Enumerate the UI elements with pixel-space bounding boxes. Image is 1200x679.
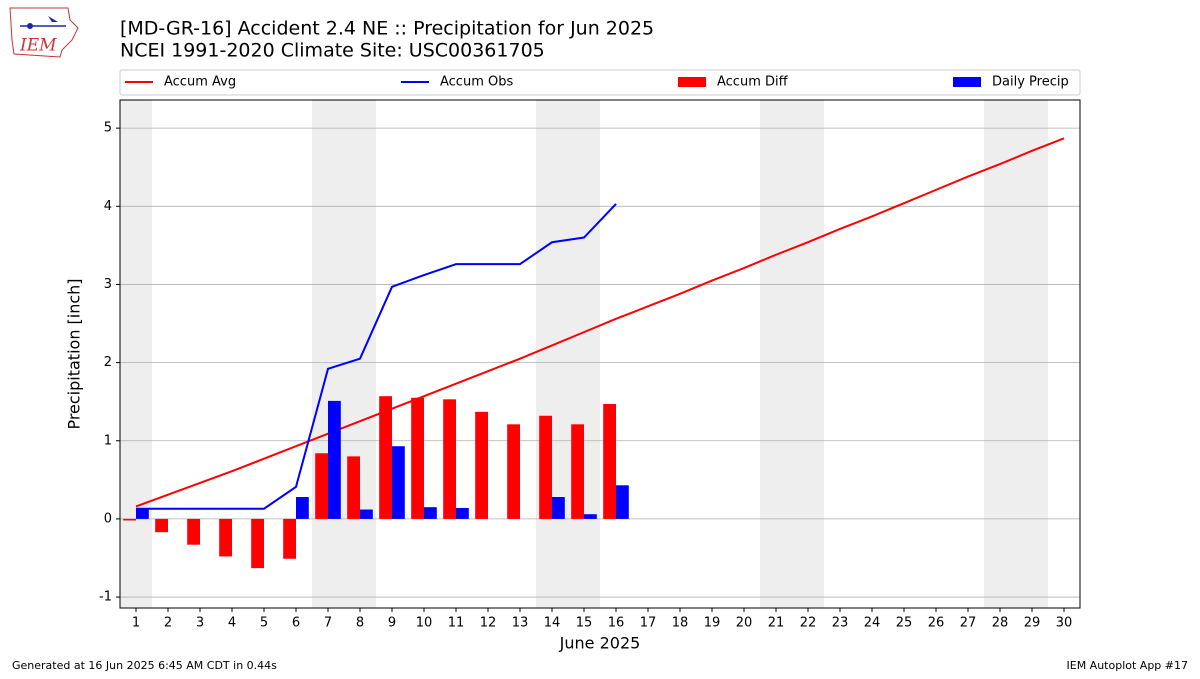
bar	[219, 518, 232, 557]
x-tick-label: 30	[1056, 616, 1073, 631]
bar	[136, 508, 149, 519]
x-tick-label: 2	[164, 616, 172, 631]
x-tick-label: 6	[292, 616, 300, 631]
bar	[296, 497, 309, 519]
x-tick-label: 12	[480, 616, 497, 631]
x-tick-label: 18	[672, 616, 689, 631]
y-tick-label: 4	[104, 199, 112, 214]
bar	[392, 446, 405, 519]
y-tick-label: 2	[104, 355, 112, 370]
y-axis-label: Precipitation [inch]	[65, 278, 84, 429]
footer-right: IEM Autoplot App #17	[1067, 659, 1189, 672]
plot-frame	[119, 99, 1081, 609]
bar	[571, 424, 584, 519]
y-tick-label: 0	[104, 511, 112, 526]
x-tick-label: 22	[800, 616, 817, 631]
x-tick-label: 9	[388, 616, 396, 631]
x-tick-label: 8	[356, 616, 364, 631]
bar	[315, 453, 328, 519]
y-tick-label: 5	[104, 121, 112, 136]
x-tick-label: 25	[896, 616, 913, 631]
bar	[411, 397, 424, 519]
weekend-shade	[120, 100, 152, 608]
x-tick-label: 11	[448, 616, 465, 631]
x-tick-label: 23	[832, 616, 849, 631]
bar	[360, 509, 373, 519]
legend-swatch	[678, 77, 706, 87]
bar	[379, 396, 392, 519]
x-tick-label: 7	[324, 616, 332, 631]
x-axis-label: June 2025	[559, 634, 641, 653]
bar	[251, 518, 264, 569]
bar	[507, 424, 520, 519]
y-tick-label: 3	[104, 277, 112, 292]
bar	[603, 404, 616, 519]
x-tick-label: 17	[640, 616, 657, 631]
bar	[328, 400, 341, 519]
legend-swatch	[953, 77, 981, 87]
bar	[283, 518, 296, 559]
x-tick-label: 10	[416, 616, 433, 631]
x-tick-label: 26	[928, 616, 945, 631]
logo-text: IEM	[19, 36, 57, 56]
legend-box	[119, 69, 1081, 96]
x-tick-label: 21	[768, 616, 785, 631]
x-tick-label: 27	[960, 616, 977, 631]
bar	[616, 485, 629, 519]
logo: IEM	[9, 7, 79, 58]
bar	[552, 497, 565, 519]
x-tick-label: 19	[704, 616, 721, 631]
bar	[539, 415, 552, 519]
x-tick-label: 16	[608, 616, 625, 631]
x-tick-label: 5	[260, 616, 268, 631]
x-tick-label: 29	[1024, 616, 1041, 631]
x-tick-label: 13	[512, 616, 529, 631]
y-tick-label: -1	[99, 590, 112, 605]
bar	[424, 507, 437, 519]
x-tick-label: 15	[576, 616, 593, 631]
line	[136, 203, 617, 510]
bar	[456, 507, 469, 519]
x-tick-label: 1	[132, 616, 140, 631]
x-tick-label: 14	[544, 616, 561, 631]
x-tick-label: 20	[736, 616, 753, 631]
weekend-shade	[536, 100, 600, 608]
x-tick-label: 28	[992, 616, 1009, 631]
bar	[584, 514, 597, 519]
x-tick-label: 24	[864, 616, 881, 631]
bar	[123, 518, 136, 521]
legend-label: Accum Avg	[164, 75, 236, 90]
bar	[347, 456, 360, 519]
legend-label: Daily Precip	[992, 75, 1069, 90]
bar	[443, 399, 456, 519]
legend-label: Accum Obs	[440, 75, 513, 90]
bar	[155, 518, 168, 533]
weekend-shade	[760, 100, 824, 608]
bar	[475, 411, 488, 519]
footer-left: Generated at 16 Jun 2025 6:45 AM CDT in …	[12, 659, 277, 672]
x-tick-label: 3	[196, 616, 204, 631]
y-tick-label: 1	[104, 433, 112, 448]
line	[135, 137, 1065, 508]
weekend-shade	[984, 100, 1048, 608]
chart-title: [MD-GR-16] Accident 2.4 NE :: Precipitat…	[120, 18, 654, 40]
chart-subtitle: NCEI 1991-2020 Climate Site: USC00361705	[120, 40, 545, 62]
bar	[187, 518, 200, 545]
x-tick-label: 4	[228, 616, 236, 631]
legend-label: Accum Diff	[717, 75, 789, 90]
weekend-shade	[312, 100, 376, 608]
